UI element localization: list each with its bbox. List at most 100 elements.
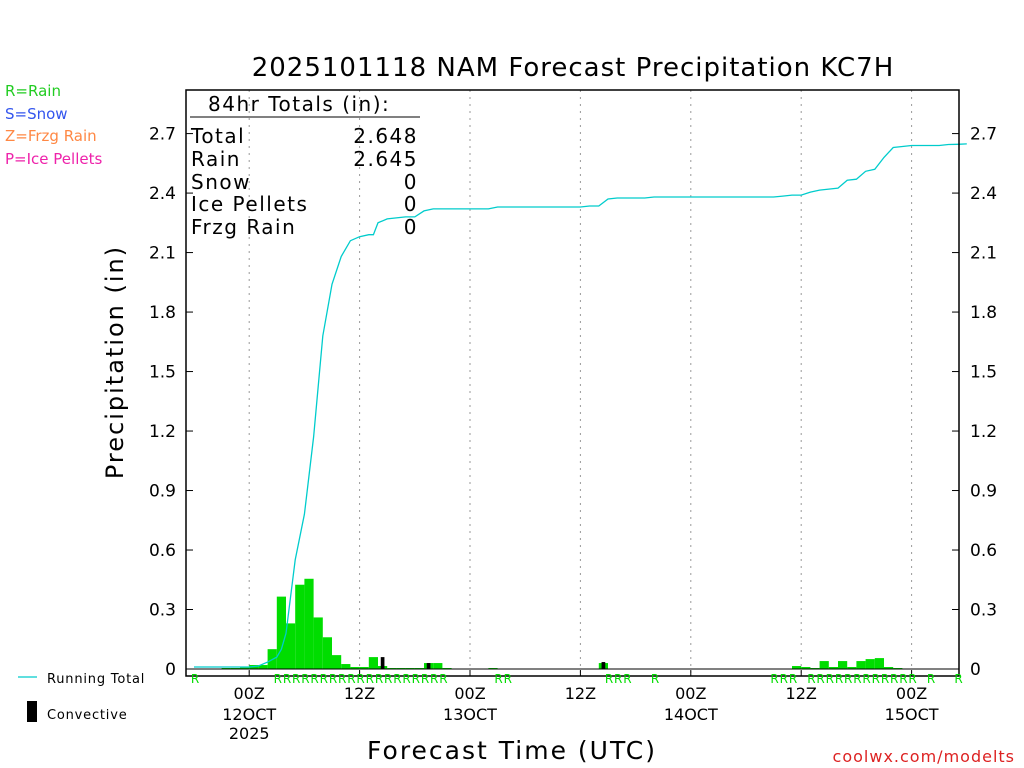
precip-bar xyxy=(322,637,332,669)
precip-bar xyxy=(838,661,848,669)
rain-type-marker: R xyxy=(844,672,852,686)
legend-frzg-rain: Z=Frzg Rain xyxy=(5,127,97,145)
rain-type-marker: R xyxy=(402,672,410,686)
rain-type-marker: R xyxy=(421,672,429,686)
x-tick-label-date: 12OCT xyxy=(222,705,276,724)
x-tick-label-time: 12Z xyxy=(344,684,375,703)
precip-bar xyxy=(240,667,250,669)
y-tick-label-left: 2.1 xyxy=(149,244,176,264)
precip-bar xyxy=(276,596,286,669)
precip-bar xyxy=(304,578,314,669)
rain-type-marker: R xyxy=(347,672,355,686)
convective-legend-label: Convective xyxy=(47,708,128,723)
rain-type-marker: R xyxy=(320,672,328,686)
rain-type-marker: R xyxy=(439,672,447,686)
x-tick-label-time: 00Z xyxy=(675,684,706,703)
totals-label-total: Total xyxy=(190,124,245,148)
rain-type-marker: R xyxy=(872,672,880,686)
rain-type-marker: R xyxy=(908,672,916,686)
x-axis-label: Forecast Time (UTC) xyxy=(367,736,657,765)
totals-label-snow: Snow xyxy=(191,170,251,194)
precip-bar xyxy=(433,663,443,669)
x-tick-label-date: 15OCT xyxy=(885,705,939,724)
y-tick-label-right: 0.6 xyxy=(970,541,997,561)
precip-bar xyxy=(295,584,305,669)
rain-type-marker: R xyxy=(375,672,383,686)
y-tick-label-right: 1.2 xyxy=(970,422,997,442)
rain-type-marker: R xyxy=(835,672,843,686)
vertical-gridlines xyxy=(248,90,913,676)
precip-bar xyxy=(332,655,342,669)
x-tick-label-date: 13OCT xyxy=(443,705,497,724)
precip-bar xyxy=(792,666,802,669)
y-axis-label: Precipitation (in) xyxy=(101,245,129,479)
rain-type-marker: R xyxy=(651,672,659,686)
totals-label-frzg-rain: Frzg Rain xyxy=(191,215,296,239)
rain-type-marker: R xyxy=(301,672,309,686)
y-tick-label-left: 0 xyxy=(165,660,176,680)
y-tick-label-right: 1.8 xyxy=(970,303,997,323)
rain-type-marker: R xyxy=(890,672,898,686)
rain-type-marker: R xyxy=(310,672,318,686)
convective-bar xyxy=(426,663,431,669)
x-tick-label-time: 00Z xyxy=(896,684,927,703)
precip-bar xyxy=(874,658,884,669)
totals-label-ice-pellets: Ice Pellets xyxy=(191,192,308,216)
y-tick-label-left: 1.5 xyxy=(149,363,176,383)
plot-frame xyxy=(185,89,960,677)
x-tick-label-time: 00Z xyxy=(234,684,265,703)
totals-box: 84hr Totals (in): Total 2.648 Rain 2.645… xyxy=(190,92,420,239)
y-tick-label-right: 0.3 xyxy=(970,601,997,621)
bottom-legend: Running Total Convective xyxy=(18,672,144,723)
precip-bar xyxy=(865,659,875,669)
y-tick-label-right: 0 xyxy=(970,660,981,680)
y-axis-left: 0 0.3 0.6 0.9 1.2 1.5 1.8 2.1 2.4 2.7 xyxy=(149,125,193,680)
x-tick-label-time: 00Z xyxy=(454,684,485,703)
x-tick-label-time: 12Z xyxy=(786,684,817,703)
rain-type-marker: R xyxy=(338,672,346,686)
precip-bar xyxy=(286,623,296,669)
rain-type-marker: R xyxy=(430,672,438,686)
y-tick-label-left: 1.8 xyxy=(149,303,176,323)
convective-bar xyxy=(380,657,385,669)
legend-rain: R=Rain xyxy=(5,82,61,100)
precip-bars xyxy=(221,578,903,669)
rain-type-marker: R xyxy=(366,672,374,686)
precip-bar xyxy=(828,667,838,669)
y-tick-label-left: 0.9 xyxy=(149,482,176,502)
rain-type-marker: R xyxy=(356,672,364,686)
totals-value-snow: 0 xyxy=(404,170,418,194)
y-tick-label-right: 2.1 xyxy=(970,244,997,264)
precip-bar xyxy=(884,667,894,669)
precip-bar xyxy=(856,661,866,669)
rain-type-marker: R xyxy=(899,672,907,686)
rain-type-marker: R xyxy=(393,672,401,686)
rain-type-marker: R xyxy=(614,672,622,686)
totals-label-rain: Rain xyxy=(191,147,241,171)
rain-type-marker: R xyxy=(770,672,778,686)
chart-title: 2025101118 NAM Forecast Precipitation KC… xyxy=(252,53,895,83)
precip-type-legend: R=Rain S=Snow Z=Frzg Rain P=Ice Pellets xyxy=(5,82,102,168)
totals-value-rain: 2.645 xyxy=(353,147,418,171)
precip-bar xyxy=(359,667,369,669)
y-tick-label-right: 2.4 xyxy=(970,184,997,204)
y-tick-label-left: 2.4 xyxy=(149,184,176,204)
rain-type-marker: R xyxy=(807,672,815,686)
x-tick-label-date: 14OCT xyxy=(664,705,718,724)
rain-type-marker: R xyxy=(283,672,291,686)
rain-type-marker: R xyxy=(780,672,788,686)
rain-type-marker: R xyxy=(292,672,300,686)
precip-bar xyxy=(801,667,811,669)
totals-header: 84hr Totals (in): xyxy=(208,92,390,116)
y-tick-label-right: 2.7 xyxy=(970,125,997,145)
rain-type-marker: R xyxy=(384,672,392,686)
precip-bar xyxy=(368,657,378,669)
y-axis-right: 0 0.3 0.6 0.9 1.2 1.5 1.8 2.1 2.4 2.7 xyxy=(952,125,997,680)
rain-type-marker: R xyxy=(862,672,870,686)
rain-type-marker: R xyxy=(927,672,935,686)
y-tick-label-right: 1.5 xyxy=(970,363,997,383)
legend-ice-pellets: P=Ice Pellets xyxy=(5,150,102,168)
